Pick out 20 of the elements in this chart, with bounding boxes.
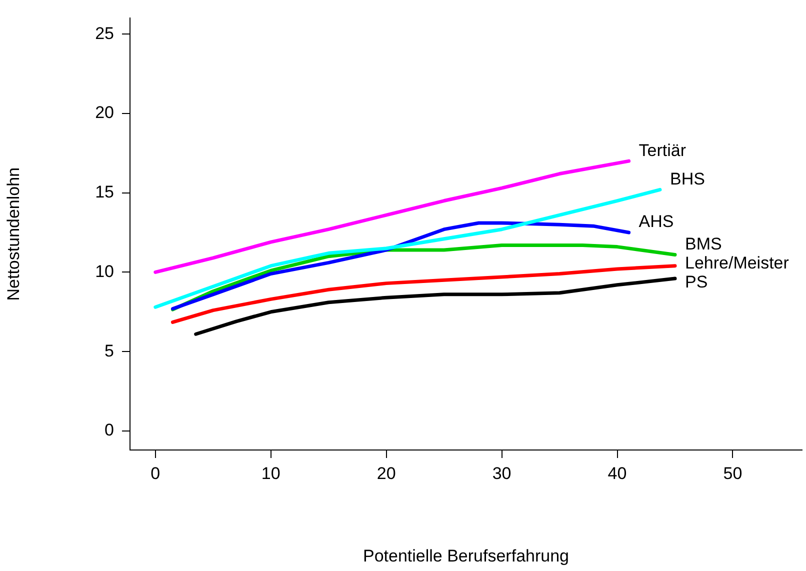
series-label: Lehre/Meister [684, 253, 790, 272]
x-tick-label: 30 [492, 464, 512, 483]
y-axis-title: Nettostundenlohn [4, 167, 23, 301]
series-label: AHS [638, 212, 674, 232]
x-tick-label: 50 [723, 464, 742, 483]
series-label: Tertiär [638, 140, 686, 160]
y-tick-label: 15 [95, 182, 114, 202]
y-tick-label: 25 [95, 24, 114, 43]
x-tick-label: 10 [261, 464, 280, 483]
series-label: PS [684, 272, 708, 292]
series-label: BHS [670, 169, 705, 188]
y-tick-label: 10 [95, 262, 114, 281]
y-tick-label: 5 [104, 341, 114, 360]
y-tick-label: 0 [104, 420, 114, 440]
series-label: BMS [684, 234, 722, 254]
x-tick-label: 0 [150, 464, 160, 483]
x-axis-title: Potentielle Berufserfahrung [362, 546, 570, 566]
x-tick-label: 40 [608, 464, 627, 483]
y-tick-label: 20 [95, 103, 114, 122]
x-tick-label: 20 [376, 464, 396, 483]
